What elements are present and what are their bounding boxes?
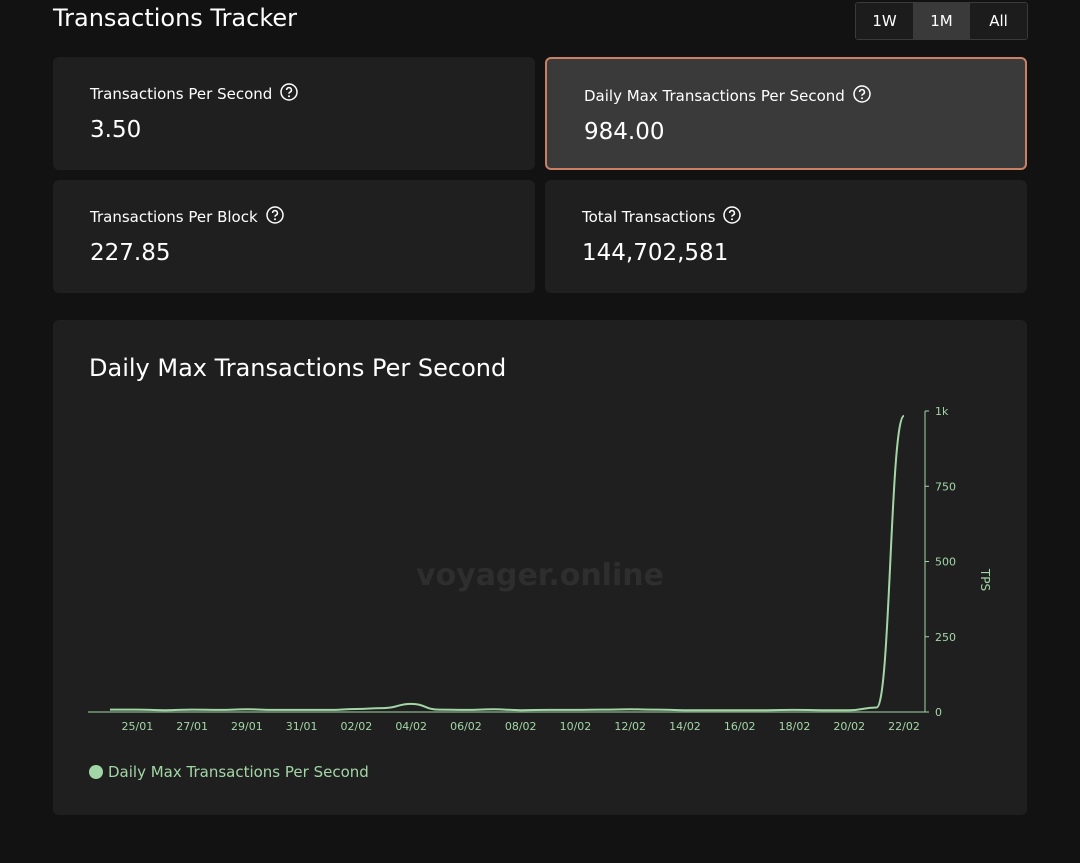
stat-card: Transactions Per Second 3.50 [53,57,535,170]
stat-value: 3.50 [90,117,142,143]
stat-value: 144,702,581 [582,240,729,266]
stat-label-row: Transactions Per Second [90,83,299,105]
y-tick-label: 1k [935,405,949,418]
stat-label: Transactions Per Second [90,85,273,103]
y-tick-label: 500 [935,556,956,569]
stat-card: Transactions Per Block 227.85 [53,180,535,293]
stat-label: Transactions Per Block [90,208,258,226]
stat-card: Daily Max Transactions Per Second 984.00 [545,57,1027,170]
x-tick-label: 31/01 [286,720,318,733]
range-button[interactable]: 1W [856,3,913,39]
x-tick-label: 14/02 [669,720,701,733]
x-tick-label: 10/02 [560,720,592,733]
x-tick-label: 16/02 [724,720,756,733]
stat-value: 984.00 [584,119,665,145]
x-tick-label: 02/02 [341,720,373,733]
stat-label: Daily Max Transactions Per Second [584,87,845,105]
stat-label-row: Total Transactions [582,206,742,228]
x-tick-label: 12/02 [614,720,646,733]
range-toggle: 1W 1M All [855,2,1028,40]
y-axis-label: TPS [978,568,992,591]
legend-label: Daily Max Transactions Per Second [108,763,369,781]
y-tick-label: 750 [935,480,956,493]
x-tick-label: 18/02 [779,720,811,733]
x-tick-label: 20/02 [833,720,865,733]
x-tick-label: 04/02 [395,720,427,733]
x-tick-label: 06/02 [450,720,482,733]
help-icon[interactable] [280,83,299,105]
page-title: Transactions Tracker [53,4,298,32]
help-icon[interactable] [853,85,871,107]
line-series [110,414,905,712]
stat-label-row: Daily Max Transactions Per Second [584,85,871,107]
stat-label: Total Transactions [582,208,716,226]
legend-marker [89,765,103,779]
y-tick-label: 250 [935,631,956,644]
watermark: voyager.online [416,558,664,593]
range-button[interactable]: 1M [913,3,970,39]
chart-title: Daily Max Transactions Per Second [89,354,506,382]
stat-card: Total Transactions 144,702,581 [545,180,1027,293]
x-tick-label: 08/02 [505,720,537,733]
help-icon[interactable] [265,206,284,228]
stat-value: 227.85 [90,240,171,266]
help-icon[interactable] [723,206,742,228]
chart: Daily Max Transactions Per Second voyager… [88,354,992,781]
y-tick-label: 0 [935,706,942,719]
x-tick-label: 25/01 [122,720,154,733]
x-tick-label: 22/02 [888,720,920,733]
x-tick-label: 29/01 [231,720,263,733]
chart-card: Daily Max Transactions Per Second voyager… [53,320,1027,815]
range-button[interactable]: All [970,3,1027,39]
x-tick-label: 27/01 [176,720,208,733]
stat-label-row: Transactions Per Block [90,206,284,228]
